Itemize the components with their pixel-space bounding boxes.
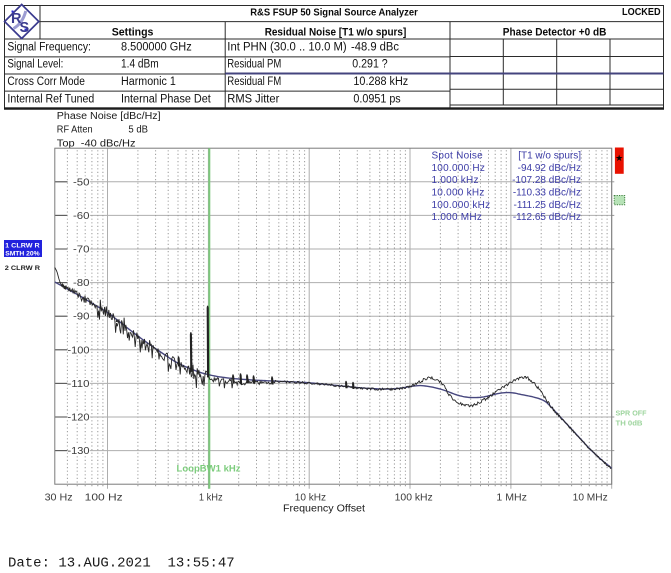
svg-text:Signal Level:: Signal Level: — [7, 59, 63, 71]
svg-text:5 dB: 5 dB — [128, 125, 148, 136]
svg-text:LOCKED: LOCKED — [622, 6, 661, 18]
svg-text:Phase Detector +0 dB: Phase Detector +0 dB — [503, 26, 607, 38]
svg-text:10 kHz: 10 kHz — [295, 492, 326, 503]
svg-text:RMS Jitter: RMS Jitter — [227, 93, 279, 105]
svg-text:Top -40 dBc/Hz: Top -40 dBc/Hz — [57, 138, 136, 149]
svg-text:-50: -50 — [73, 177, 90, 188]
svg-text:30 Hz: 30 Hz — [45, 492, 73, 503]
svg-text:1.4 dBm: 1.4 dBm — [121, 59, 159, 71]
svg-text:Cross Corr Mode: Cross Corr Mode — [7, 76, 85, 88]
svg-text:R&S FSUP 50 Signal Source Anal: R&S FSUP 50 Signal Source Analyzer — [250, 6, 418, 18]
svg-text:Spot Noise: Spot Noise — [432, 151, 484, 162]
svg-text:8.500000 GHz: 8.500000 GHz — [121, 41, 192, 53]
svg-text:1.000 kHz: 1.000 kHz — [432, 175, 479, 186]
svg-text:1 CLRW R: 1 CLRW R — [5, 243, 40, 250]
svg-text:Settings: Settings — [112, 26, 154, 38]
svg-text:[T1 w/o spurs]: [T1 w/o spurs] — [518, 151, 581, 162]
svg-text:-112.65 dBc/Hz: -112.65 dBc/Hz — [513, 212, 581, 223]
svg-text:100 kHz: 100 kHz — [395, 492, 433, 503]
svg-text:10.288 kHz: 10.288 kHz — [353, 76, 408, 88]
svg-text:-110: -110 — [68, 379, 90, 390]
svg-text:1.000 MHz: 1.000 MHz — [432, 212, 483, 223]
svg-text:SPR OFF: SPR OFF — [616, 408, 648, 417]
svg-text:0.291 ?: 0.291 ? — [352, 59, 387, 71]
svg-text:-100: -100 — [68, 345, 90, 356]
svg-text:1 MHz: 1 MHz — [496, 492, 527, 503]
svg-text:1 kHz: 1 kHz — [199, 492, 223, 503]
svg-text:-90: -90 — [73, 312, 90, 323]
svg-text:Internal Ref Tuned: Internal Ref Tuned — [7, 93, 94, 105]
svg-text:-48.9 dBc: -48.9 dBc — [351, 41, 399, 53]
svg-text:LoopBW1 kHz: LoopBW1 kHz — [177, 464, 242, 474]
svg-text:Residual PM: Residual PM — [227, 59, 281, 71]
svg-text:-111.25 dBc/Hz: -111.25 dBc/Hz — [514, 200, 581, 211]
svg-text:-94.92 dBc/Hz: -94.92 dBc/Hz — [518, 163, 581, 174]
svg-text:-80: -80 — [73, 278, 90, 289]
svg-text:★: ★ — [615, 153, 623, 163]
svg-text:S: S — [20, 20, 30, 36]
svg-text:Internal Phase Det: Internal Phase Det — [121, 93, 212, 105]
svg-text:Int PHN (30.0 .. 10.0 M): Int PHN (30.0 .. 10.0 M) — [227, 41, 347, 53]
svg-text:Date: 13.AUG.2021 13:55:47: Date: 13.AUG.2021 13:55:47 — [8, 556, 235, 571]
svg-text:Frequency Offset: Frequency Offset — [283, 503, 365, 514]
svg-text:Harmonic 1: Harmonic 1 — [121, 76, 176, 88]
svg-text:100 Hz: 100 Hz — [85, 492, 123, 503]
svg-text:100.000 kHz: 100.000 kHz — [432, 200, 491, 211]
svg-text:Signal Frequency:: Signal Frequency: — [7, 41, 91, 53]
svg-text:10.000 kHz: 10.000 kHz — [432, 188, 485, 199]
svg-text:-60: -60 — [73, 211, 90, 222]
svg-text:10 MHz: 10 MHz — [573, 492, 608, 503]
svg-text:-70: -70 — [73, 245, 90, 256]
svg-text:0.0951 ps: 0.0951 ps — [353, 93, 401, 105]
svg-text:-107.28 dBc/Hz: -107.28 dBc/Hz — [512, 175, 581, 186]
svg-text:TH 0dB: TH 0dB — [616, 418, 643, 427]
svg-text:RF Atten: RF Atten — [57, 125, 93, 136]
svg-text:Residual FM: Residual FM — [227, 76, 281, 88]
svg-text:100.000 Hz: 100.000 Hz — [432, 163, 486, 174]
svg-text:Phase Noise [dBc/Hz]: Phase Noise [dBc/Hz] — [57, 111, 161, 122]
svg-text:Residual Noise [T1 w/o spurs]: Residual Noise [T1 w/o spurs] — [265, 26, 407, 38]
svg-text:R: R — [11, 11, 22, 27]
svg-text:-130: -130 — [68, 446, 90, 457]
svg-text:-110.33 dBc/Hz: -110.33 dBc/Hz — [513, 188, 581, 199]
svg-text:2 CLRW R: 2 CLRW R — [5, 265, 40, 272]
svg-text:-120: -120 — [68, 413, 90, 424]
svg-text:SMTH 20%: SMTH 20% — [5, 250, 40, 257]
